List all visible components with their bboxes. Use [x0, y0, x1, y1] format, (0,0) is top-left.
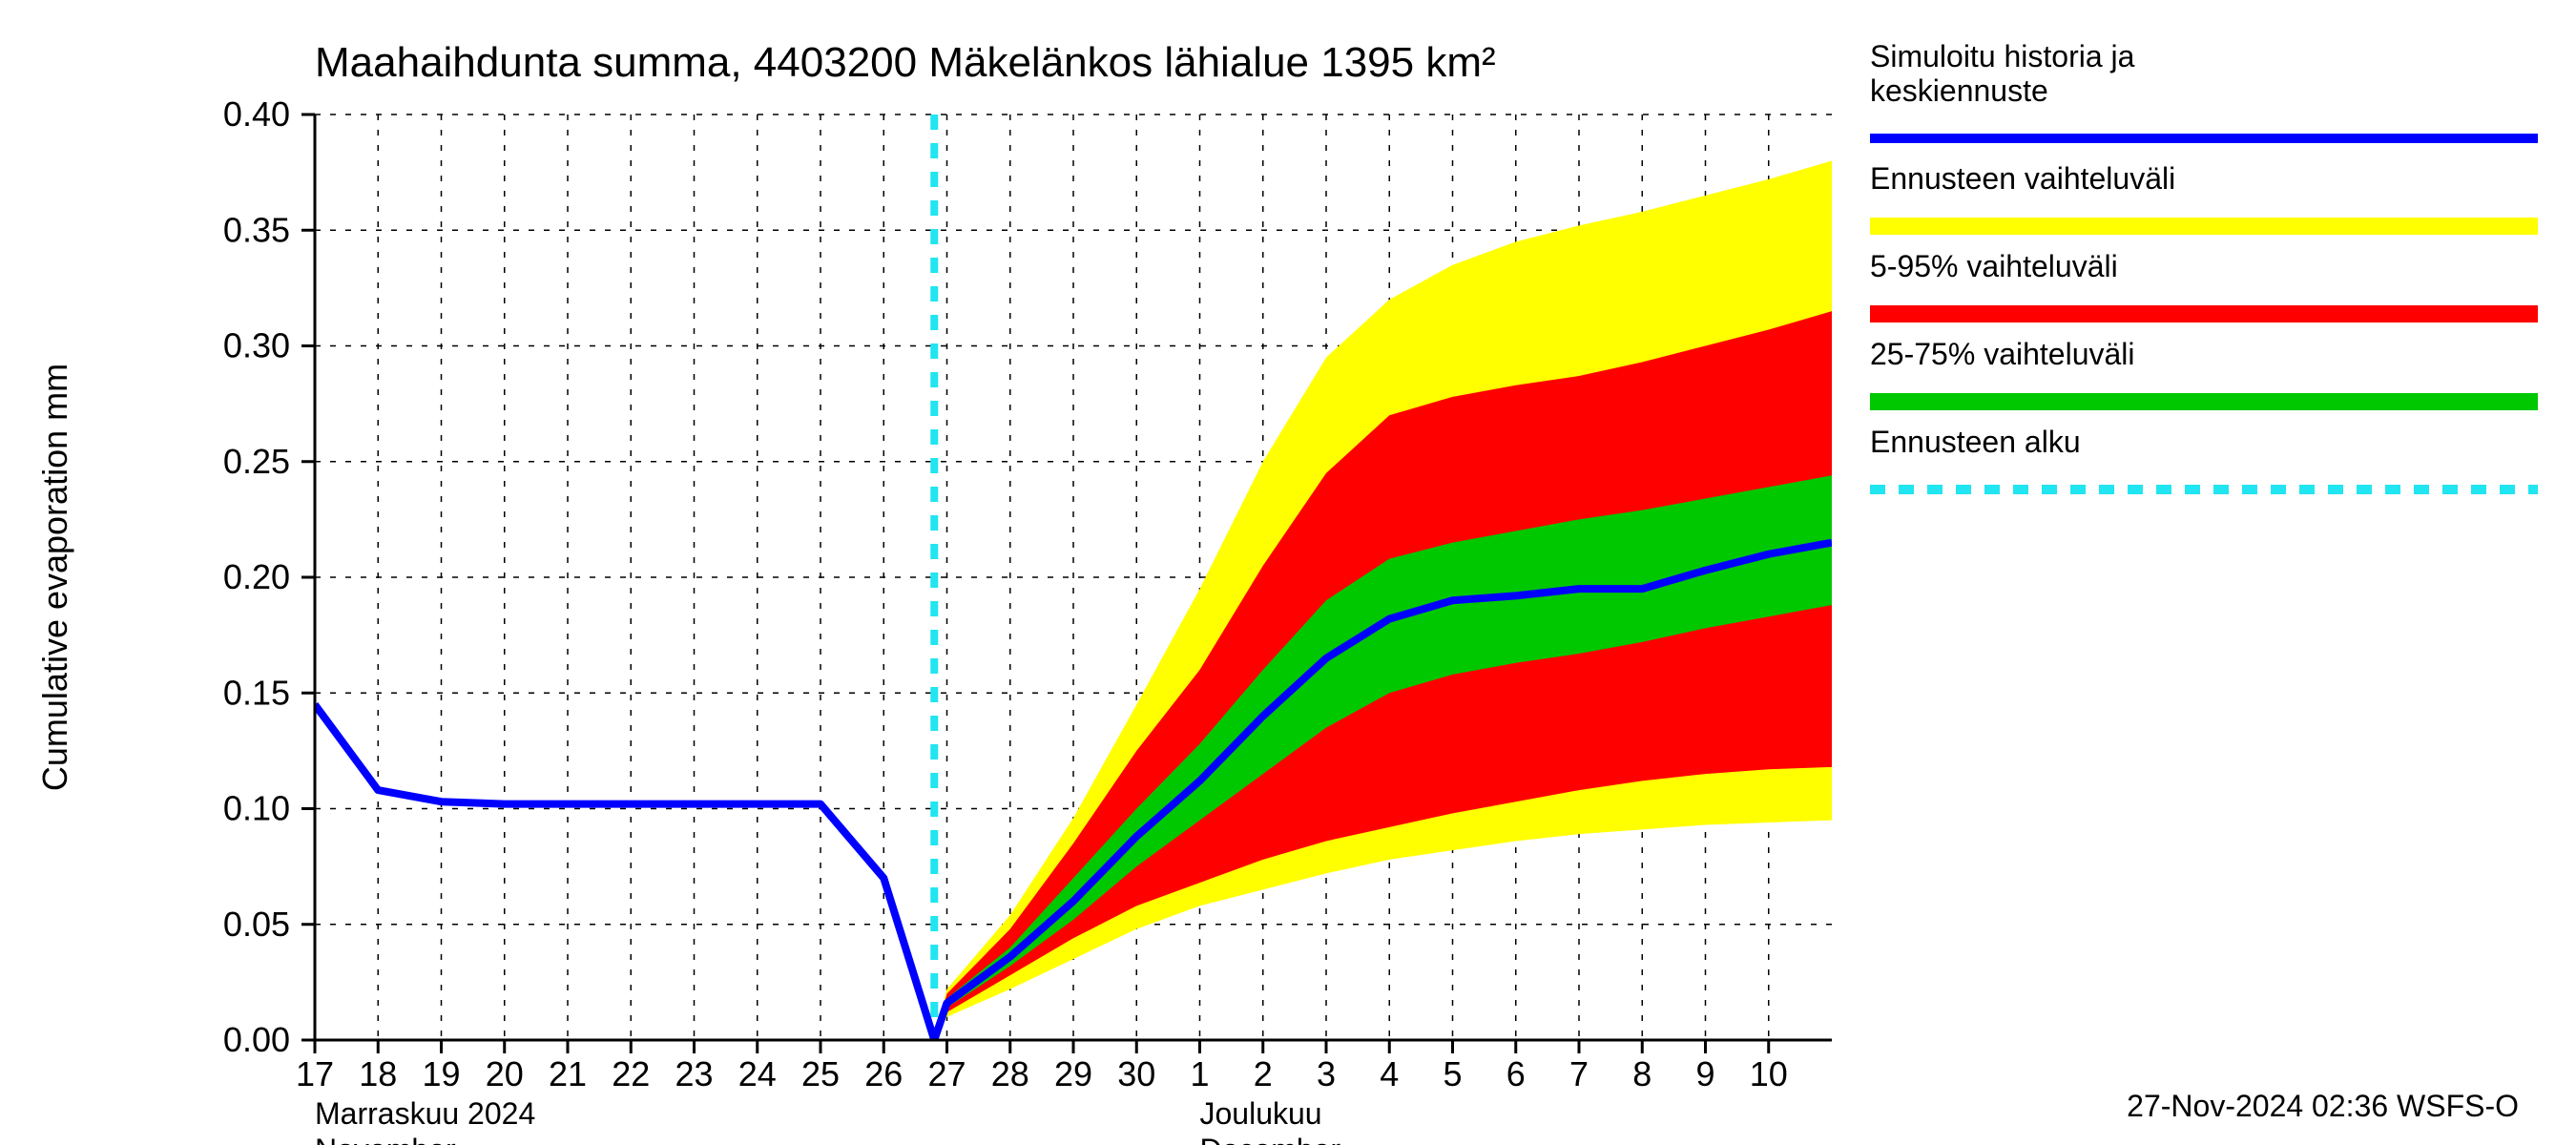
- chart-title: Maahaihdunta summa, 4403200 Mäkelänkos l…: [315, 39, 1496, 86]
- footer-text: 27-Nov-2024 02:36 WSFS-O: [2127, 1089, 2519, 1123]
- y-tick-label: 0.15: [223, 673, 290, 712]
- x-tick-label: 21: [549, 1054, 587, 1093]
- y-tick-label: 0.30: [223, 326, 290, 365]
- legend-swatch: [1870, 393, 2538, 410]
- legend-label: Simuloitu historia ja: [1870, 39, 2135, 73]
- legend-swatch: [1870, 218, 2538, 235]
- x-tick-label: 22: [612, 1054, 650, 1093]
- legend-label: keskiennuste: [1870, 73, 2048, 108]
- x-tick-label: 25: [801, 1054, 840, 1093]
- x-tick-label: 1: [1190, 1054, 1209, 1093]
- x-tick-label: 8: [1632, 1054, 1652, 1093]
- x-month-label: Joulukuu: [1200, 1096, 1322, 1131]
- x-tick-label: 7: [1569, 1054, 1589, 1093]
- legend-label: Ennusteen vaihteluväli: [1870, 161, 2175, 196]
- x-tick-label: 26: [864, 1054, 903, 1093]
- x-month-label: December: [1200, 1133, 1341, 1145]
- y-tick-label: 0.40: [223, 94, 290, 134]
- x-tick-label: 24: [738, 1054, 777, 1093]
- y-tick-label: 0.10: [223, 789, 290, 828]
- x-tick-label: 10: [1750, 1054, 1788, 1093]
- x-tick-label: 6: [1506, 1054, 1526, 1093]
- legend-label: 5-95% vaihteluväli: [1870, 249, 2118, 283]
- y-tick-label: 0.05: [223, 905, 290, 944]
- chart-container: 0.000.050.100.150.200.250.300.350.401718…: [0, 0, 2576, 1145]
- legend-label: 25-75% vaihteluväli: [1870, 337, 2135, 371]
- x-tick-label: 28: [991, 1054, 1029, 1093]
- x-month-label: November: [315, 1133, 456, 1145]
- y-tick-label: 0.20: [223, 557, 290, 596]
- legend-label: Ennusteen alku: [1870, 425, 2081, 459]
- x-tick-label: 27: [927, 1054, 966, 1093]
- x-tick-label: 20: [486, 1054, 524, 1093]
- y-axis-label: Cumulative evaporation mm: [35, 364, 74, 791]
- x-tick-label: 2: [1254, 1054, 1273, 1093]
- x-tick-label: 3: [1317, 1054, 1336, 1093]
- y-tick-label: 0.00: [223, 1020, 290, 1059]
- x-tick-label: 30: [1117, 1054, 1155, 1093]
- y-tick-label: 0.35: [223, 210, 290, 249]
- x-month-label: Marraskuu 2024: [315, 1096, 535, 1131]
- x-tick-label: 29: [1054, 1054, 1092, 1093]
- x-tick-label: 18: [359, 1054, 397, 1093]
- x-tick-label: 4: [1380, 1054, 1399, 1093]
- y-tick-label: 0.25: [223, 442, 290, 481]
- chart-svg: 0.000.050.100.150.200.250.300.350.401718…: [0, 0, 2576, 1145]
- x-tick-label: 9: [1695, 1054, 1714, 1093]
- x-tick-label: 17: [296, 1054, 334, 1093]
- x-tick-label: 19: [422, 1054, 460, 1093]
- legend-swatch: [1870, 305, 2538, 323]
- x-tick-label: 5: [1443, 1054, 1462, 1093]
- x-tick-label: 23: [675, 1054, 713, 1093]
